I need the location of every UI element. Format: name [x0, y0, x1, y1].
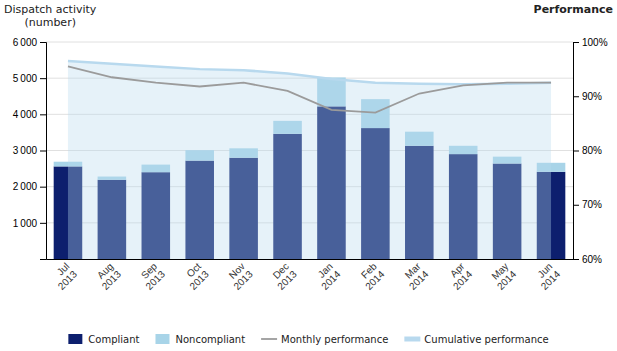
y2-tick: 70%	[573, 199, 602, 210]
x-tick-label: Apr2014	[443, 260, 475, 292]
legend-item: Cumulative performance	[404, 334, 548, 345]
y-tick: 3 000	[13, 145, 46, 156]
x-tick-label-line: 2014	[319, 268, 343, 292]
chart: Jul2013 Aug2013 Sep2013 Oct2013 Nov2013 Dec20…	[0, 0, 617, 351]
x-tick-label: Sep2013	[136, 260, 168, 292]
legend-swatch	[68, 334, 82, 344]
y2-tick: 60%	[573, 254, 602, 265]
x-tick-label-line: 2013	[231, 268, 255, 292]
x-tick-label: Jan2014	[311, 260, 343, 292]
x-tick-label-line: 2013	[143, 268, 167, 292]
x-tick: Oct2013	[180, 260, 212, 292]
x-tick-label: Jul2013	[48, 260, 80, 292]
x-tick: Sep2013	[136, 260, 168, 292]
x-tick-label-line: 2014	[495, 268, 519, 292]
y-tick: 5 000	[13, 73, 46, 84]
legend-swatch	[155, 334, 169, 344]
y-tick-mark	[40, 151, 46, 152]
y-tick-label: 4 000	[13, 109, 38, 120]
y-tick-mark	[40, 78, 46, 79]
y-axis-title-line: (number)	[24, 16, 76, 29]
x-tick: Feb2014	[355, 260, 387, 292]
y2-tick-label: 70%	[582, 199, 602, 210]
x-tick-label-line: 2013	[275, 268, 299, 292]
y-tick-label: 5 000	[13, 73, 38, 84]
y-tick-label: 1 000	[13, 218, 38, 229]
x-tick-label-line: 2014	[363, 268, 387, 292]
y2-tick-label: 60%	[582, 254, 602, 265]
x-tick-label: Oct2013	[180, 260, 212, 292]
y2-axis-title: Performance	[534, 3, 613, 16]
y-tick-label: 6 000	[13, 37, 38, 48]
x-tick: Jan2014	[311, 260, 343, 292]
line	[68, 66, 551, 112]
y2-tick-mark	[573, 96, 579, 97]
legend-label: Cumulative performance	[424, 334, 548, 345]
x-tick-label-line: 2013	[56, 268, 80, 292]
legend-item: Compliant	[68, 334, 139, 345]
y-tick: 4 000	[13, 109, 46, 120]
y-tick-mark	[40, 42, 46, 43]
area	[68, 61, 551, 259]
y2-tick-mark	[573, 205, 579, 206]
y-tick-label: 2 000	[13, 181, 38, 192]
x-tick: May2014	[487, 260, 519, 292]
x-tick-label: Jun2014	[531, 260, 563, 292]
marks	[54, 61, 566, 259]
x-tick: Dec2013	[267, 260, 299, 292]
y-axis-title-line: Dispatch activity	[4, 3, 97, 16]
x-tick-label-line: 2013	[100, 268, 124, 292]
x-tick-label-line: 2014	[539, 268, 563, 292]
x-tick-label: Mar2014	[399, 260, 431, 292]
y-axis: 1 000 2 000 3 000 4 000 5 000 6 000	[13, 37, 47, 260]
plot: Jul2013 Aug2013 Sep2013 Oct2013 Nov2013 Dec20…	[13, 37, 608, 292]
y-tick-mark	[40, 223, 46, 224]
legend-label: Compliant	[88, 334, 139, 345]
legend-item: Monthly performance	[261, 334, 388, 345]
x-axis: Jul2013 Aug2013 Sep2013 Oct2013 Nov2013 Dec20…	[47, 260, 574, 292]
y2-tick-mark	[573, 42, 579, 43]
x-tick-label-line: 2014	[407, 268, 431, 292]
legend-item: Noncompliant	[155, 334, 245, 345]
x-tick: Nov2013	[224, 260, 256, 292]
legend-label: Monthly performance	[281, 334, 388, 345]
y2-tick-label: 80%	[582, 145, 602, 156]
legend-swatch	[404, 337, 420, 342]
x-tick-label: Dec2013	[267, 260, 299, 292]
y-tick: 6 000	[13, 37, 46, 48]
x-tick-label-line: 2013	[187, 268, 211, 292]
grid-line	[46, 42, 573, 43]
y-axis-line	[40, 43, 47, 260]
y-tick-mark	[40, 114, 46, 115]
x-tick-label: Aug2013	[92, 260, 124, 292]
y2-tick-label: 100%	[582, 37, 608, 48]
x-tick: Jul2013	[48, 260, 80, 292]
y2-tick: 80%	[573, 145, 602, 156]
x-tick-label-line: 2014	[451, 268, 475, 292]
x-tick-label: Feb2014	[355, 260, 387, 292]
x-tick: Apr2014	[443, 260, 475, 292]
x-tick-label: Nov2013	[224, 260, 256, 292]
y-tick-mark	[40, 187, 46, 188]
y2-axis-line	[574, 43, 580, 260]
y2-axis: 60% 70% 80% 90% 100%	[573, 37, 608, 265]
y2-tick-mark	[573, 151, 579, 152]
x-axis-line	[47, 259, 574, 260]
x-tick-label: May2014	[487, 260, 519, 292]
y2-tick: 90%	[573, 91, 602, 102]
legend-swatch	[261, 338, 277, 340]
y2-tick-mark	[573, 259, 579, 260]
legend-label: Noncompliant	[175, 334, 245, 345]
x-tick: Aug2013	[92, 260, 124, 292]
x-tick: Jun2014	[531, 260, 563, 292]
y-tick: 1 000	[13, 218, 46, 229]
legend: Compliant Noncompliant Monthly performance…	[68, 334, 548, 345]
y2-tick-label: 90%	[582, 91, 602, 102]
x-tick: Mar2014	[399, 260, 431, 292]
y2-tick: 100%	[573, 37, 608, 48]
y-axis-title: Dispatch activity(number)	[4, 3, 97, 29]
y-tick: 2 000	[13, 181, 46, 192]
y-tick-label: 3 000	[13, 145, 38, 156]
